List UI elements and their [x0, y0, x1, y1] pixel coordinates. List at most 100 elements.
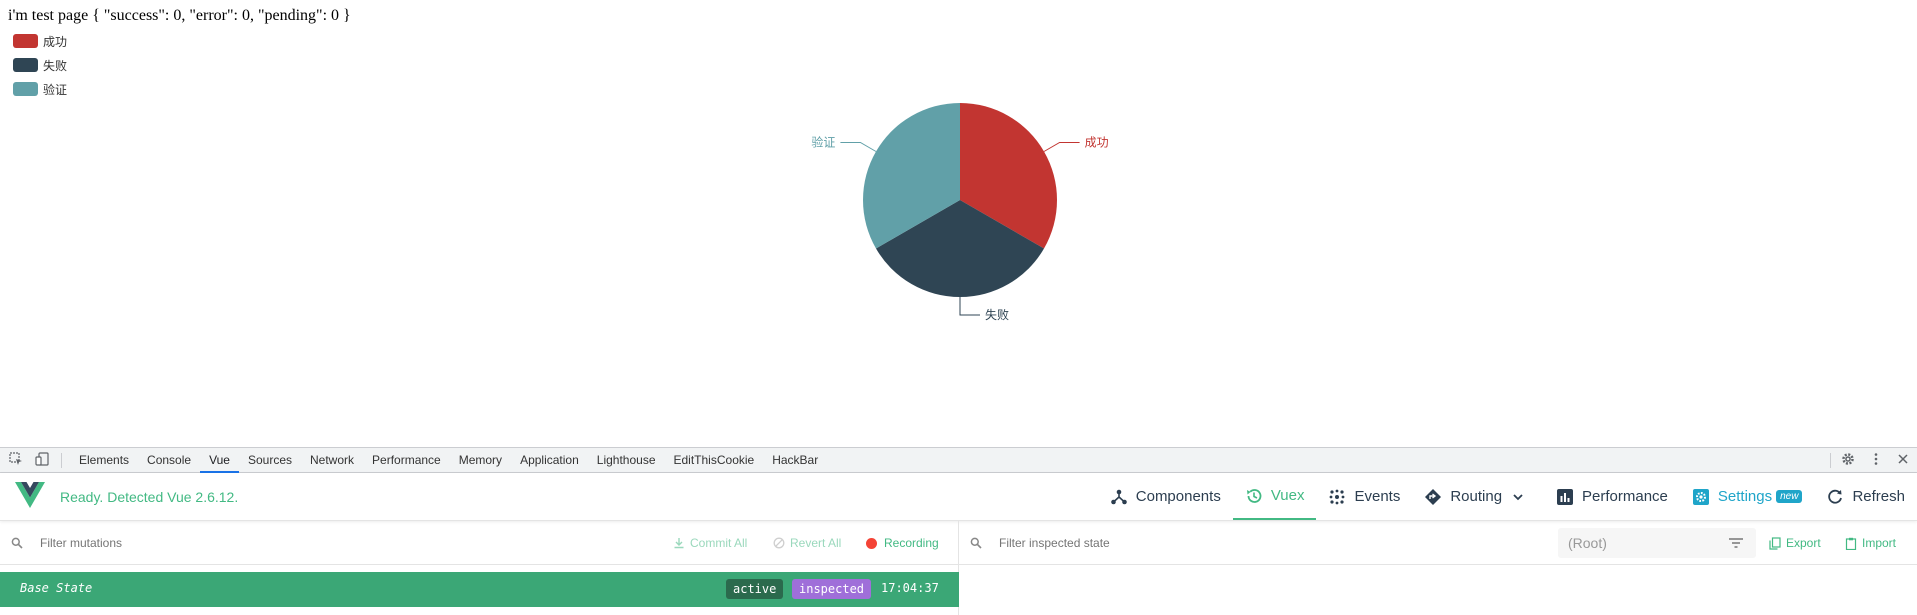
commit-all-button[interactable]: Commit All: [673, 536, 747, 550]
search-icon: [11, 537, 23, 549]
history-icon: [1246, 488, 1262, 503]
vue-nav: Components Vuex Events Routing Performan…: [1098, 473, 1917, 520]
nav-routing[interactable]: Routing: [1412, 473, 1538, 520]
pie-label-1: 失败: [985, 307, 1009, 322]
legend-label: 失败: [43, 58, 68, 73]
page-area: i'm test page { "success": 0, "error": 0…: [8, 7, 1109, 322]
pie-label-line-0: [1043, 142, 1080, 152]
tab-application[interactable]: Application: [520, 453, 579, 467]
test-page-text: i'm test page { "success": 0, "error": 0…: [8, 7, 351, 24]
mutations-toolbar: Commit All Revert All Recording: [0, 521, 958, 565]
tab-performance[interactable]: Performance: [372, 453, 441, 467]
tab-memory[interactable]: Memory: [458, 453, 503, 467]
active-tag: active: [726, 579, 784, 599]
filter-list-icon: [1729, 538, 1743, 548]
tab-console[interactable]: Console: [147, 453, 192, 467]
tab-network[interactable]: Network: [310, 453, 355, 467]
legend-swatch: [13, 58, 38, 72]
tab-vue[interactable]: Vue: [200, 448, 239, 473]
root-label: (Root): [1568, 535, 1607, 551]
state-inspector-pane: (Root) Export Import: [959, 521, 1917, 615]
clipboard-icon: [1845, 537, 1857, 550]
nav-label: Performance: [1582, 488, 1668, 505]
pie-label-line-1: [959, 297, 980, 316]
devtools-panel: Elements Console Vue Sources Network Per…: [0, 447, 1917, 615]
root-selector[interactable]: (Root): [1558, 528, 1756, 558]
nav-settings[interactable]: Settings new: [1680, 473, 1815, 520]
nav-performance[interactable]: Performance: [1544, 473, 1680, 520]
pie-label-line-2: [840, 142, 877, 152]
export-label: Export: [1786, 536, 1821, 550]
legend-label: 成功: [43, 34, 68, 49]
legend-item-success[interactable]: 成功: [13, 29, 67, 53]
tab-editthiscookie[interactable]: EditThisCookie: [673, 453, 755, 467]
settings-gear-icon: [1692, 488, 1709, 505]
vue-status-text: Ready. Detected Vue 2.6.12.: [60, 489, 239, 505]
inspector-toolbar: (Root) Export Import: [959, 521, 1917, 565]
legend-item-fail[interactable]: 失败: [13, 53, 67, 77]
nav-label: Vuex: [1270, 487, 1305, 504]
record-dot-icon: [866, 537, 877, 549]
revert-all-label: Revert All: [790, 536, 842, 550]
nav-label: Routing: [1450, 488, 1503, 505]
search-icon: [970, 537, 982, 549]
legend-item-verify[interactable]: 验证: [13, 77, 67, 101]
export-button[interactable]: Export: [1769, 536, 1821, 550]
copy-icon: [1769, 536, 1781, 550]
filter-mutations-input[interactable]: [38, 535, 322, 551]
timestamp: 17:04:37: [881, 581, 939, 595]
chart-legend: 成功 失败 验证: [13, 29, 67, 101]
nav-label: Settings: [1717, 488, 1773, 505]
close-icon[interactable]: [1895, 452, 1911, 468]
base-state-row[interactable]: Base State active inspected 17:04:37: [0, 572, 959, 607]
legend-label: 验证: [43, 82, 68, 97]
more-options-icon[interactable]: [1868, 452, 1884, 468]
chevron-down-icon: [1513, 493, 1523, 500]
inspected-tag: inspected: [792, 579, 872, 599]
events-icon: [1330, 489, 1345, 504]
legend-swatch: [13, 34, 38, 48]
import-label: Import: [1862, 536, 1897, 550]
nav-vuex[interactable]: Vuex: [1232, 473, 1317, 520]
nav-label: Refresh: [1852, 488, 1905, 505]
nav-label: Events: [1354, 488, 1401, 505]
devtools-tabbar: Elements Console Vue Sources Network Per…: [0, 447, 1917, 473]
vue-devtools-header: Ready. Detected Vue 2.6.12. Components V…: [0, 473, 1917, 521]
refresh-icon: [1828, 489, 1843, 504]
devtools-tabs: Elements Console Vue Sources Network Per…: [70, 448, 827, 473]
pie-label-0: 成功: [1085, 136, 1109, 150]
tab-hackbar[interactable]: HackBar: [772, 453, 819, 467]
pie-label-2: 验证: [811, 135, 835, 150]
base-state-label: Base State: [20, 581, 93, 595]
download-icon: [674, 538, 684, 549]
nav-events[interactable]: Events: [1316, 473, 1412, 520]
performance-chart-icon: [1557, 488, 1574, 505]
tab-sources[interactable]: Sources: [247, 453, 292, 467]
nav-label: Components: [1135, 488, 1221, 505]
filter-state-input[interactable]: [997, 535, 1281, 551]
nav-refresh[interactable]: Refresh: [1814, 473, 1917, 520]
inspect-element-icon[interactable]: [8, 452, 24, 468]
tab-elements[interactable]: Elements: [79, 453, 130, 467]
toolbar-divider: [61, 453, 62, 468]
components-icon: [1110, 489, 1127, 504]
routing-icon: [1425, 488, 1442, 505]
mutations-pane: Commit All Revert All Recording Base Sta…: [0, 521, 959, 615]
revert-all-button[interactable]: Revert All: [773, 536, 841, 550]
recording-toggle[interactable]: Recording: [866, 536, 939, 550]
pie-slice-2[interactable]: [862, 103, 960, 249]
legend-swatch: [13, 82, 38, 96]
gear-icon[interactable]: [1840, 452, 1856, 468]
toolbar-divider: [1830, 453, 1831, 468]
device-toolbar-icon[interactable]: [34, 452, 50, 468]
commit-all-label: Commit All: [690, 536, 748, 550]
block-icon: [773, 537, 785, 549]
new-badge: new: [1776, 490, 1803, 503]
pie-slice-1[interactable]: [875, 200, 1045, 297]
recording-label: Recording: [884, 536, 939, 550]
import-button[interactable]: Import: [1845, 536, 1896, 550]
nav-components[interactable]: Components: [1098, 473, 1233, 520]
pie-slice-0[interactable]: [960, 103, 1058, 249]
tab-lighthouse[interactable]: Lighthouse: [596, 453, 656, 467]
